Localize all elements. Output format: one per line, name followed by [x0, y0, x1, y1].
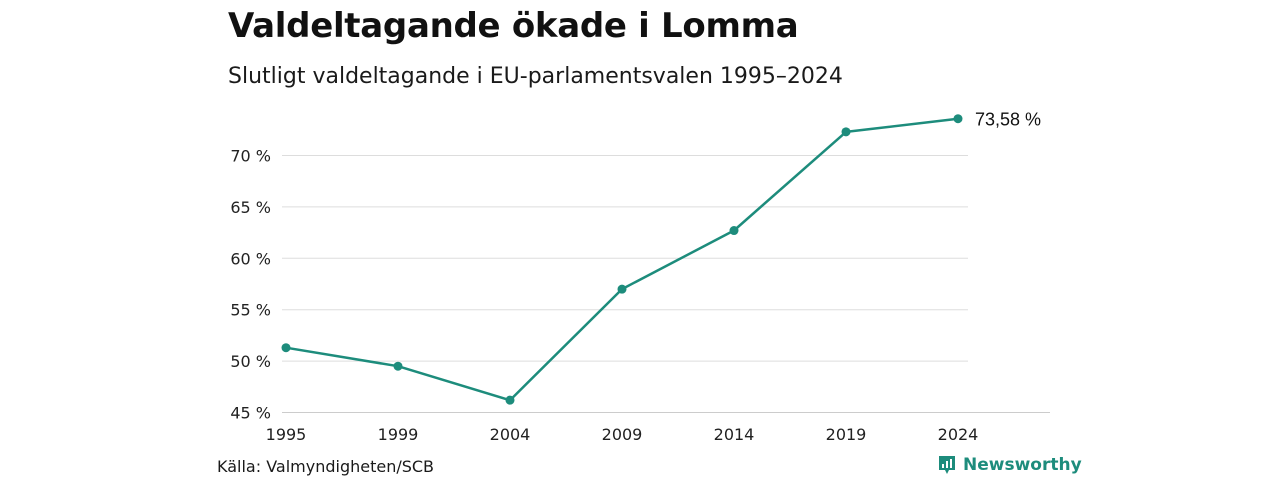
data-point [617, 284, 627, 294]
source-note: Källa: Valmyndigheten/SCB [217, 457, 435, 476]
x-tick-label: 2009 [602, 425, 643, 444]
y-axis-tick-labels: 45 % 50 % 55 % 60 % 65 % 70 % [230, 147, 271, 423]
brand-logo: Newsworthy [937, 455, 1082, 475]
data-point [841, 127, 851, 137]
y-tick-label: 70 % [230, 147, 271, 166]
y-tick-label: 45 % [230, 404, 271, 423]
data-point [505, 395, 515, 405]
y-tick-label: 60 % [230, 249, 271, 268]
x-tick-label: 1995 [266, 425, 307, 444]
y-tick-label: 50 % [230, 352, 271, 371]
x-tick-label: 2024 [938, 425, 979, 444]
x-tick-label: 2014 [714, 425, 755, 444]
series-points [281, 114, 963, 405]
end-value-label: 73,58 % [975, 110, 1041, 130]
brand-name: Newsworthy [963, 455, 1082, 475]
data-point [953, 114, 963, 124]
x-axis-tick-labels: 1995 1999 2004 2009 2014 2019 2024 [266, 425, 979, 444]
y-tick-label: 65 % [230, 198, 271, 217]
data-point [281, 343, 291, 353]
chart-subtitle: Slutligt valdeltagande i EU-parlamentsva… [228, 64, 843, 89]
y-tick-label: 55 % [230, 301, 271, 320]
series-line [284, 117, 960, 402]
newsworthy-logo-icon [939, 456, 955, 474]
data-point [393, 361, 403, 371]
series-line-layer [284, 117, 960, 402]
x-tick-label: 1999 [378, 425, 419, 444]
grid-lines [282, 155, 1050, 413]
data-labels: 73,58 % [975, 110, 1041, 130]
x-tick-label: 2004 [490, 425, 531, 444]
chart-title: Valdeltagande ökade i Lomma [228, 6, 799, 46]
data-point [729, 226, 739, 236]
x-tick-label: 2019 [826, 425, 867, 444]
